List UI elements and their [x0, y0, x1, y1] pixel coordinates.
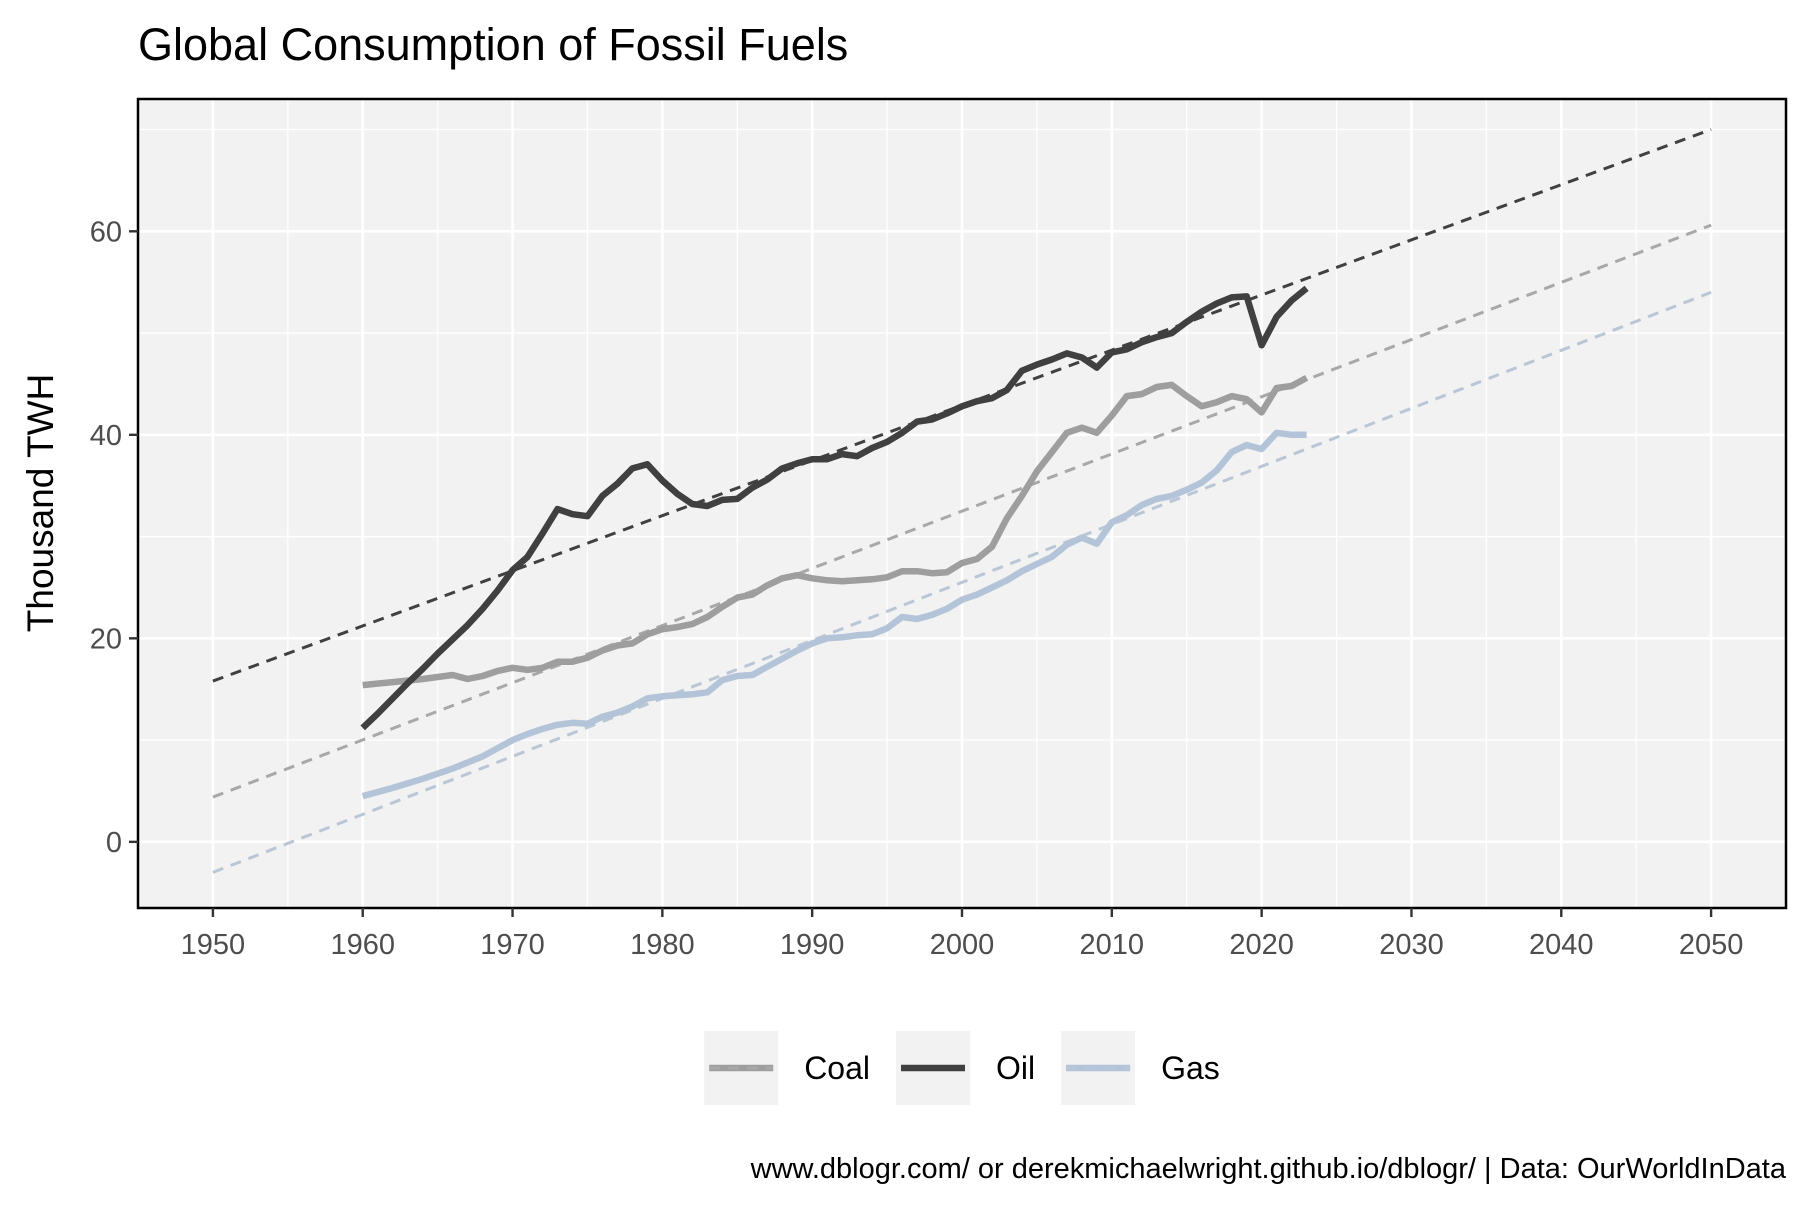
series-lines [360, 285, 1309, 800]
y-tick-label: 40 [90, 420, 122, 452]
legend: Coal Oil Gas [704, 1031, 1220, 1105]
trend-line-coal [212, 223, 1712, 799]
x-tick-label: 1960 [330, 929, 395, 961]
legend-label-coal: Coal [804, 1050, 870, 1086]
y-tick-label: 60 [90, 216, 122, 248]
x-axis: 1950 1960 1970 1980 1990 2000 2010 2020 2030 2040… [181, 908, 1744, 961]
x-tick-label: 2040 [1529, 929, 1594, 961]
y-tick-label: 20 [90, 623, 122, 655]
x-tick-label: 1950 [181, 929, 246, 961]
chart-title: Global Consumption of Fossil Fuels [138, 19, 848, 70]
x-tick-label: 1980 [630, 929, 695, 961]
trend-line-gas [212, 290, 1712, 874]
x-tick-label: 2010 [1080, 929, 1145, 961]
y-tick-label: 0 [106, 827, 122, 859]
y-axis: 0 20 40 60 [90, 216, 138, 859]
x-tick-label: 1970 [480, 929, 545, 961]
legend-label-oil: Oil [996, 1050, 1035, 1086]
x-tick-label: 2000 [930, 929, 995, 961]
chart-caption: www.dblogr.com/ or derekmichaelwright.gi… [750, 1153, 1787, 1185]
x-tick-label: 2020 [1229, 929, 1294, 961]
y-axis-label: Thousand TWH [20, 374, 61, 632]
x-tick-label: 2050 [1679, 929, 1744, 961]
grid-major [138, 99, 1786, 908]
series-line-oil [360, 285, 1309, 731]
x-tick-label: 1990 [780, 929, 845, 961]
series-line-gas [361, 429, 1307, 800]
legend-label-gas: Gas [1161, 1050, 1220, 1086]
x-tick-label: 2030 [1379, 929, 1444, 961]
series-line-coal [362, 374, 1309, 689]
